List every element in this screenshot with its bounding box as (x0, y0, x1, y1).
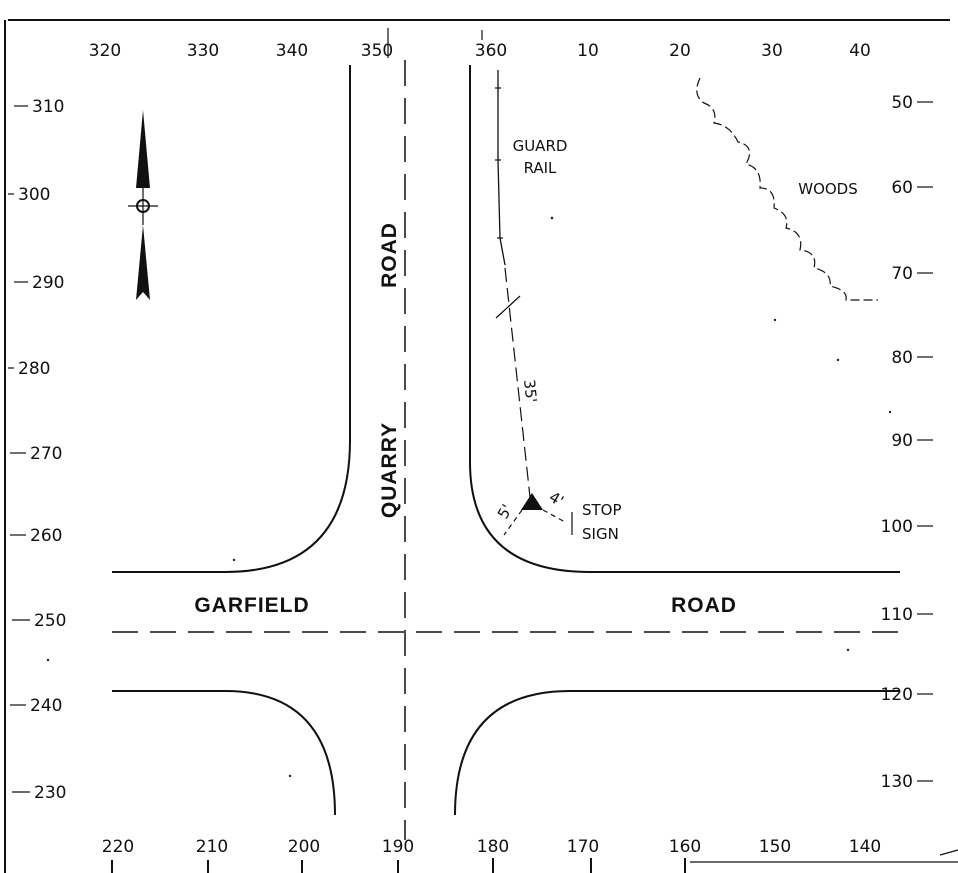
guard-rail: GUARD RAIL (495, 70, 568, 266)
top-scale-label: 40 (849, 41, 871, 61)
bottom-scale-label: 180 (477, 837, 509, 857)
stop-sign-offset-line (542, 509, 566, 523)
woods: WOODS (696, 77, 878, 301)
frame-corner-mark (939, 849, 958, 856)
speckle (288, 774, 292, 778)
bottom-scale-label: 220 (102, 837, 134, 857)
right-scale-label: 130 (881, 772, 913, 792)
speckle (46, 658, 50, 662)
right-scale-label: 50 (891, 93, 913, 113)
curb-northeast (469, 65, 900, 573)
top-scale-label: 20 (669, 41, 691, 61)
stop-sign-4ft-label: 4' (546, 488, 567, 510)
quarry-road-name-lower: QUARRY (378, 422, 401, 518)
guard-rail-line (497, 70, 506, 266)
top-scale: 320 330 340 350 360 10 20 30 40 (89, 28, 871, 61)
top-scale-label: 330 (187, 41, 219, 61)
left-scale-label: 280 (18, 359, 50, 379)
garfield-road-name-left: GARFIELD (194, 594, 309, 617)
north-arrow-icon (128, 110, 158, 300)
top-scale-label: 350 (361, 41, 393, 61)
curb-northwest (112, 65, 351, 573)
left-scale-label: 230 (34, 783, 66, 803)
speckle (846, 648, 850, 652)
bottom-scale-label: 190 (382, 837, 414, 857)
north-arrow-upper-icon (136, 110, 150, 188)
left-scale-label: 260 (30, 526, 62, 546)
top-scale-label: 360 (475, 41, 507, 61)
stop-sign-label-line1: STOP (582, 501, 622, 519)
bottom-scale-label: 210 (196, 837, 228, 857)
measurement-35ft: 35' (495, 267, 540, 498)
scan-speckles (46, 216, 892, 778)
top-scale-label: 30 (761, 41, 783, 61)
speckle (232, 558, 236, 562)
right-scale-label: 110 (881, 605, 913, 625)
stop-sign-marker-icon (521, 493, 543, 510)
guard-rail-label-line1: GUARD (513, 137, 568, 155)
woods-label: WOODS (798, 180, 858, 198)
right-scale-label: 60 (891, 178, 913, 198)
right-scale-label: 80 (891, 348, 913, 368)
curb-southwest (112, 690, 336, 816)
north-arrow-lower-icon (136, 225, 150, 300)
top-scale-label: 320 (89, 41, 121, 61)
speckle (773, 318, 777, 322)
garfield-road-name-right: ROAD (671, 594, 737, 617)
center-lines (112, 60, 898, 840)
bottom-scale-label: 170 (567, 837, 599, 857)
right-scale-label: 100 (881, 517, 913, 537)
right-scale-label: 90 (891, 431, 913, 451)
left-scale-label: 310 (32, 97, 64, 117)
left-scale-label: 270 (30, 444, 62, 464)
right-scale-label: 70 (891, 264, 913, 284)
top-scale-label: 340 (276, 41, 308, 61)
speckle (888, 410, 892, 414)
stop-sign-5ft-label: 5' (494, 501, 516, 522)
measurement-tick (495, 295, 521, 319)
left-scale-label: 240 (30, 696, 62, 716)
left-scale-label: 250 (34, 611, 66, 631)
woods-edge-line (696, 77, 878, 301)
bottom-scale-label: 140 (849, 837, 881, 857)
curb-southeast (454, 690, 900, 816)
stop-sign: 5' 4' STOP SIGN (494, 488, 622, 543)
measurement-line (504, 267, 531, 498)
frame (4, 19, 958, 873)
speckle (550, 216, 554, 220)
bottom-scale-label: 160 (669, 837, 701, 857)
left-scale: 310 300 290 280 270 260 250 240 230 (8, 97, 66, 803)
bottom-scale-label: 200 (288, 837, 320, 857)
right-scale: 50 60 70 80 90 100 110 120 130 (881, 93, 933, 792)
guard-rail-label-line2: RAIL (524, 159, 557, 177)
speckle (836, 358, 840, 362)
road-edges (112, 65, 900, 816)
stop-sign-label-line2: SIGN (582, 525, 619, 543)
quarry-road-name-upper: ROAD (378, 222, 401, 288)
left-scale-label: 300 (18, 185, 50, 205)
bottom-scale-label: 150 (759, 837, 791, 857)
top-scale-label: 10 (577, 41, 599, 61)
bottom-scale: 220 210 200 190 180 170 160 150 140 (102, 837, 958, 873)
measurement-35ft-label: 35' (520, 379, 540, 404)
right-scale-label: 120 (881, 685, 913, 705)
left-scale-label: 290 (32, 273, 64, 293)
